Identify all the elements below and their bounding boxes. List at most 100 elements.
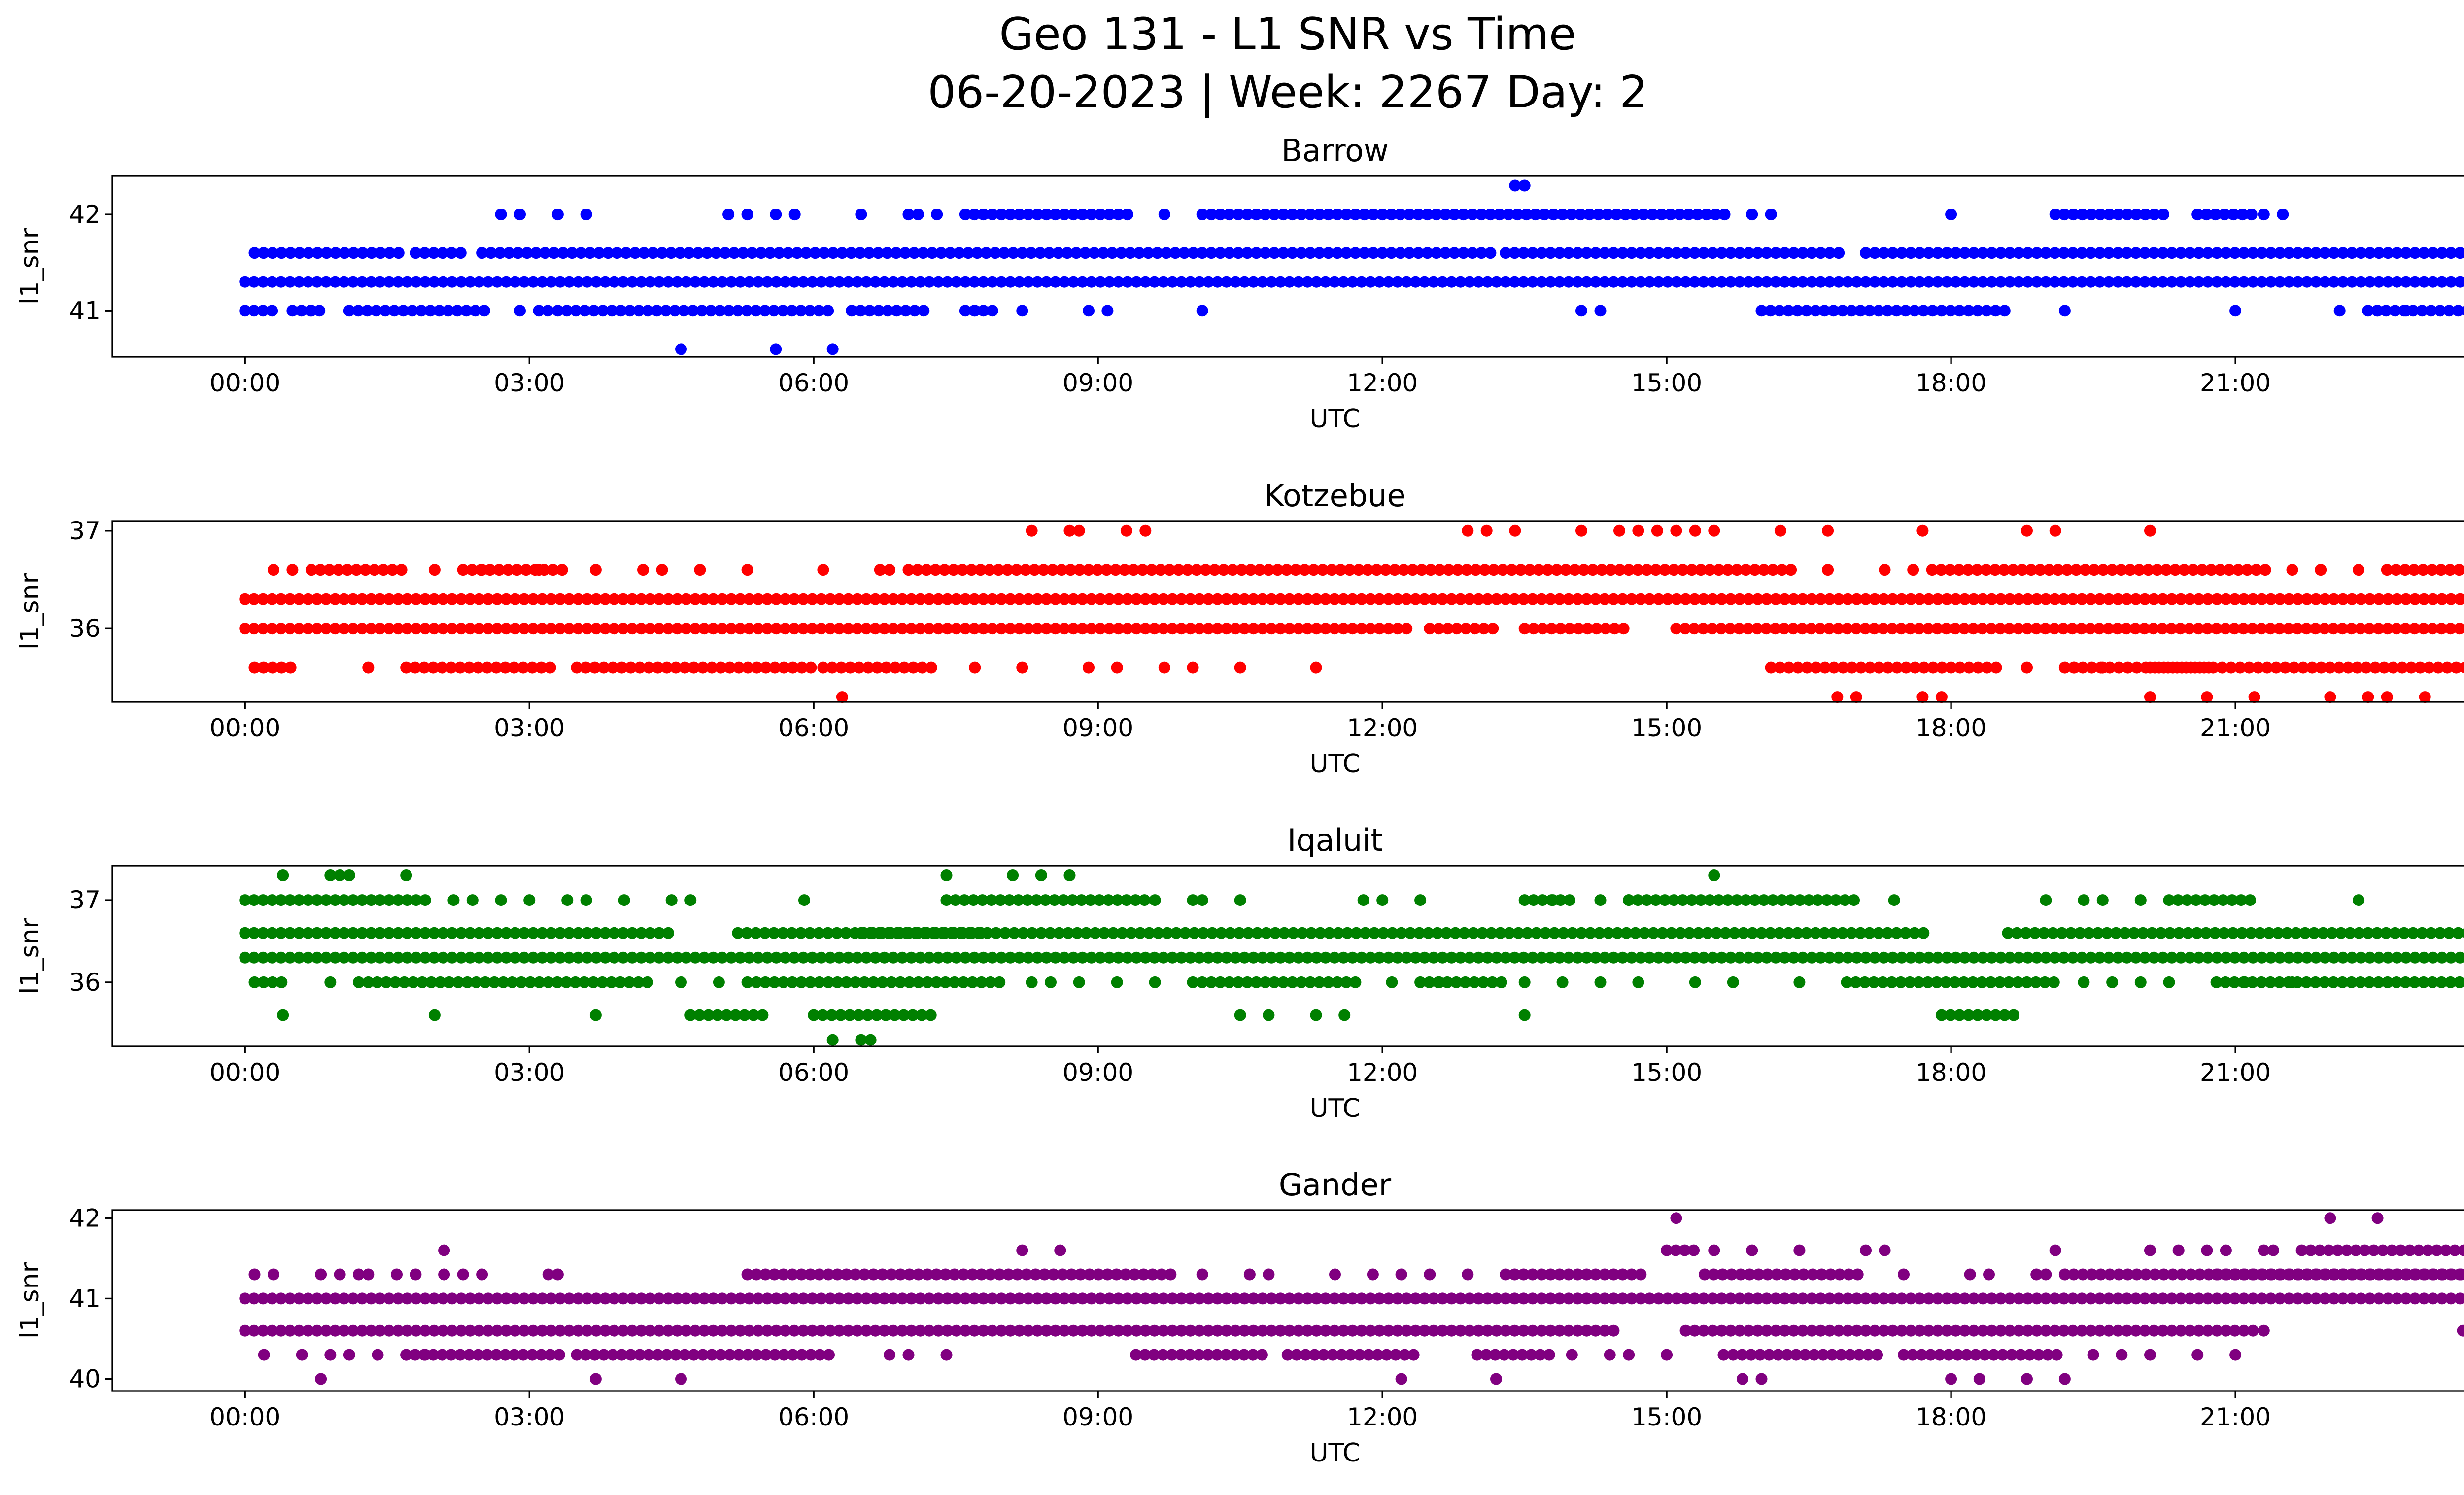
- data-point: [2166, 1324, 2178, 1337]
- data-point: [840, 976, 853, 988]
- data-point: [1935, 1009, 1948, 1021]
- data-point: [2256, 276, 2268, 288]
- data-point: [1544, 1292, 1557, 1305]
- data-point: [1130, 593, 1143, 605]
- data-point: [818, 247, 830, 259]
- data-point: [786, 1268, 798, 1281]
- data-point: [1518, 1009, 1531, 1021]
- data-point: [2049, 951, 2061, 964]
- data-point: [1968, 1292, 1980, 1305]
- data-point: [1909, 661, 1921, 674]
- data-point: [1287, 927, 1300, 939]
- data-point: [651, 661, 664, 674]
- data-point: [1493, 209, 1506, 221]
- data-point: [752, 276, 764, 288]
- data-point: [1608, 1268, 1620, 1281]
- data-point: [2021, 661, 2033, 674]
- data-point: [1503, 209, 1514, 221]
- data-point: [2436, 951, 2448, 964]
- data-point: [2252, 661, 2264, 674]
- data-point: [1968, 1324, 1980, 1337]
- data-point: [950, 951, 962, 964]
- data-point: [2272, 927, 2284, 939]
- data-point: [1941, 276, 1953, 288]
- data-point: [2435, 976, 2448, 988]
- data-point: [2425, 305, 2437, 317]
- data-point: [1905, 1292, 1917, 1305]
- x-axis-label: UTC: [1309, 749, 1360, 779]
- data-point: [1341, 927, 1353, 939]
- data-point: [1743, 1324, 1755, 1337]
- data-point: [2409, 951, 2421, 964]
- data-point: [1121, 593, 1133, 605]
- data-point: [1941, 951, 1953, 964]
- data-point: [2166, 951, 2178, 964]
- data-point: [2003, 976, 2015, 988]
- data-point: [524, 976, 537, 988]
- data-point: [779, 276, 791, 288]
- data-point: [2051, 1349, 2063, 1361]
- data-point: [315, 1268, 327, 1281]
- data-point: [2310, 593, 2322, 605]
- data-point: [1656, 927, 1669, 939]
- data-point: [1022, 623, 1034, 635]
- data-point: [1931, 976, 1943, 988]
- data-point: [1776, 564, 1788, 576]
- data-point: [2030, 1268, 2043, 1281]
- data-point: [2004, 247, 2016, 259]
- data-point: [1725, 1268, 1738, 1281]
- data-point: [1490, 276, 1503, 288]
- data-point: [1026, 927, 1038, 939]
- data-point: [1445, 593, 1458, 605]
- data-point: [1626, 1268, 1638, 1281]
- data-point: [1814, 623, 1826, 635]
- data-point: [1365, 593, 1377, 605]
- data-point: [2106, 976, 2119, 988]
- data-point: [1882, 305, 1894, 317]
- data-point: [2112, 247, 2124, 259]
- data-point: [2021, 593, 2034, 605]
- data-point: [359, 564, 372, 576]
- data-point: [2445, 1292, 2457, 1305]
- data-point: [1879, 1244, 1891, 1256]
- data-point: [725, 1324, 737, 1337]
- data-point: [881, 247, 893, 259]
- data-point: [2418, 276, 2430, 288]
- data-point: [2418, 593, 2430, 605]
- data-point: [473, 1324, 485, 1337]
- data-point: [864, 1034, 877, 1046]
- data-point: [1062, 927, 1074, 939]
- data-point: [1031, 623, 1044, 635]
- data-point: [544, 661, 556, 674]
- data-point: [1332, 927, 1344, 939]
- data-point: [1959, 1292, 1971, 1305]
- data-point: [548, 247, 560, 259]
- data-point: [938, 564, 951, 576]
- scatter-points: [239, 869, 2464, 1046]
- data-point: [1457, 209, 1470, 221]
- data-point: [1712, 564, 1725, 576]
- data-point: [1879, 564, 1891, 576]
- data-point: [968, 276, 981, 288]
- data-point: [1004, 276, 1017, 288]
- data-point: [1477, 976, 1489, 988]
- data-point: [860, 593, 872, 605]
- data-point: [869, 593, 882, 605]
- data-point: [1608, 593, 1620, 605]
- data-point: [581, 1324, 593, 1337]
- data-point: [1283, 593, 1296, 605]
- data-point: [759, 927, 771, 939]
- data-point: [1124, 247, 1136, 259]
- data-point: [1503, 927, 1515, 939]
- data-point: [966, 1268, 979, 1281]
- data-point: [1787, 1292, 1800, 1305]
- data-point: [977, 209, 990, 221]
- data-point: [860, 1324, 872, 1337]
- data-point: [618, 894, 630, 906]
- data-point: [1616, 276, 1629, 288]
- data-point: [1095, 209, 1106, 221]
- data-point: [1002, 1268, 1015, 1281]
- data-point: [637, 564, 649, 576]
- data-point: [410, 1324, 422, 1337]
- data-point: [1148, 593, 1161, 605]
